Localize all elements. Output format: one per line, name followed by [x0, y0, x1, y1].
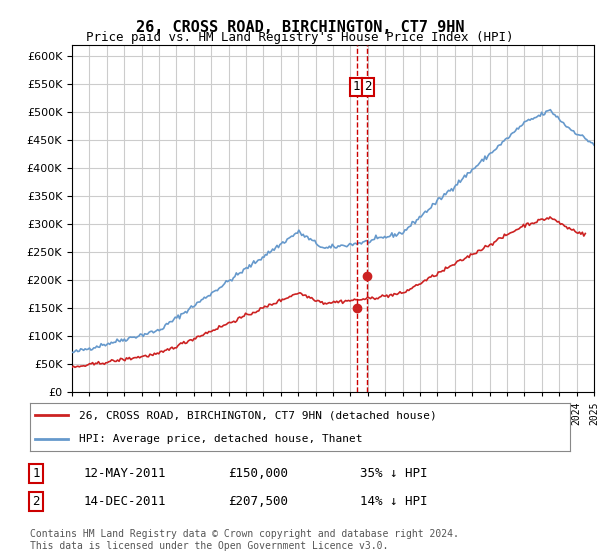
Text: 26, CROSS ROAD, BIRCHINGTON, CT7 9HN (detached house): 26, CROSS ROAD, BIRCHINGTON, CT7 9HN (de…	[79, 410, 436, 420]
Text: HPI: Average price, detached house, Thanet: HPI: Average price, detached house, Than…	[79, 434, 362, 444]
Text: £207,500: £207,500	[228, 494, 288, 508]
Text: 2: 2	[364, 80, 371, 94]
Text: £150,000: £150,000	[228, 466, 288, 480]
Text: 12-MAY-2011: 12-MAY-2011	[84, 466, 167, 480]
Text: 2: 2	[32, 494, 40, 508]
Text: 26, CROSS ROAD, BIRCHINGTON, CT7 9HN: 26, CROSS ROAD, BIRCHINGTON, CT7 9HN	[136, 20, 464, 35]
Text: 14-DEC-2011: 14-DEC-2011	[84, 494, 167, 508]
Text: Price paid vs. HM Land Registry's House Price Index (HPI): Price paid vs. HM Land Registry's House …	[86, 31, 514, 44]
Text: 1: 1	[352, 80, 359, 94]
Text: Contains HM Land Registry data © Crown copyright and database right 2024.
This d: Contains HM Land Registry data © Crown c…	[30, 529, 459, 551]
Text: 35% ↓ HPI: 35% ↓ HPI	[360, 466, 427, 480]
Text: 14% ↓ HPI: 14% ↓ HPI	[360, 494, 427, 508]
Text: 1: 1	[32, 466, 40, 480]
